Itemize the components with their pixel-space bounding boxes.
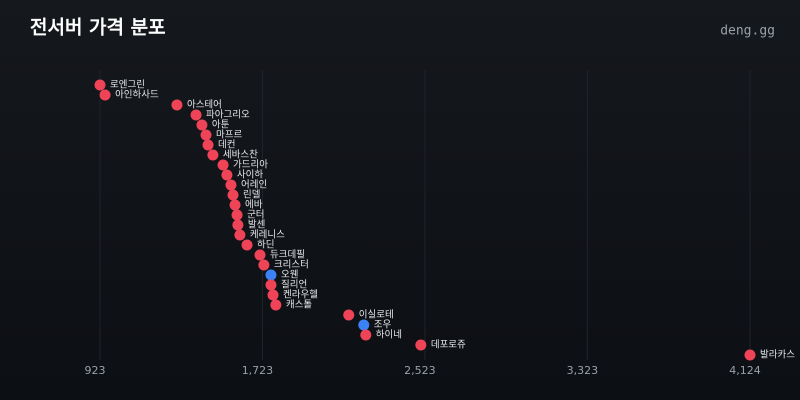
dot-label: 조우: [374, 320, 392, 331]
dot: [241, 239, 253, 251]
dot: [231, 209, 243, 221]
dot: [358, 319, 370, 331]
dot: [265, 269, 277, 281]
dot: [229, 199, 241, 211]
dot: [415, 339, 427, 351]
dot-label: 캐스톨: [286, 300, 312, 311]
dot-label: 이실로테: [359, 310, 394, 321]
dot-label: 하이네: [376, 329, 402, 341]
dot: [171, 99, 183, 111]
dot-label: 듀크데필: [270, 249, 305, 261]
x-tick-label: 1,723: [242, 364, 274, 377]
dot: [254, 249, 266, 261]
dot: [202, 139, 214, 151]
dot: [221, 169, 233, 181]
dot: [265, 279, 277, 291]
dot: [225, 179, 237, 191]
x-tick-label: 2,523: [404, 364, 436, 377]
dot-label: 크리스터: [274, 260, 309, 271]
dot: [207, 149, 219, 161]
dot: [267, 289, 279, 301]
dot: [343, 309, 355, 321]
dot: [258, 259, 270, 271]
dot-label: 발라카스: [760, 350, 795, 361]
dot: [190, 109, 202, 121]
dot: [217, 159, 229, 171]
dot-label: 아인하사드: [115, 89, 159, 101]
dot: [200, 129, 212, 141]
dot-label: 켄라우헬: [283, 290, 318, 301]
dot-label: 오웬: [281, 270, 298, 281]
dot-label: 세바스찬: [223, 150, 258, 161]
dot-label: 파아그리오: [206, 110, 250, 121]
x-tick-label: 3,323: [567, 364, 599, 377]
dot: [232, 219, 244, 231]
dot-label: 발센: [248, 220, 265, 231]
dot: [94, 79, 106, 91]
chart-title: 전서버 가격 분포: [30, 17, 166, 39]
dot-label: 아스테어: [187, 100, 222, 111]
dot: [234, 229, 246, 241]
dot-label: 하딘: [257, 239, 274, 251]
dot-label: 어레인: [241, 180, 267, 191]
dot: [227, 189, 239, 201]
dot-label: 군터: [247, 210, 264, 221]
dot-label: 질리언: [281, 279, 307, 291]
dot: [270, 299, 282, 311]
dot-label: 린델: [243, 189, 261, 201]
dot-label: 가드리아: [233, 160, 268, 171]
dot-label: 로엔그린: [110, 80, 145, 91]
x-tick-label: 4,124: [729, 364, 761, 377]
dot: [360, 329, 372, 341]
dot-label: 아툰: [212, 120, 230, 131]
dot-label: 데컨: [218, 140, 235, 151]
dot: [196, 119, 208, 131]
dot-label: 마프르: [216, 130, 242, 141]
x-tick-label: 923: [85, 364, 106, 377]
brand: deng.gg: [720, 24, 775, 39]
dot: [99, 89, 111, 101]
dot-label: 케레니스: [250, 230, 285, 241]
dot-label: 에바: [245, 200, 263, 211]
dot: [744, 349, 756, 361]
dot-label: 데포로쥬: [431, 340, 466, 351]
dot-label: 사이하: [237, 169, 263, 181]
